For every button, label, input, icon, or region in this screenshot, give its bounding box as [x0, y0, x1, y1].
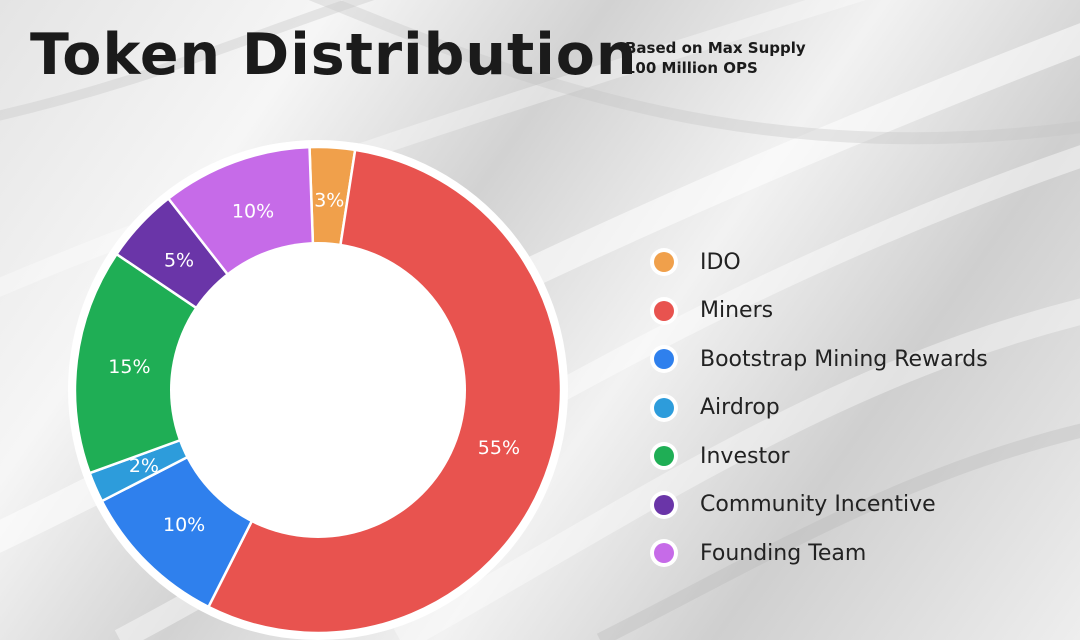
legend-color-dot: [654, 397, 674, 418]
legend-swatch: [650, 248, 678, 277]
legend-color-dot: [654, 300, 674, 321]
legend-item-community-incentive[interactable]: Community Incentive: [650, 481, 988, 530]
legend: IDO Miners Bootstrap Mining Rewards Airdrop…: [650, 238, 988, 578]
legend-label: Bootstrap Mining Rewards: [700, 346, 988, 372]
slice-label-miners: 55%: [478, 437, 520, 459]
page-title: Token Distribution: [30, 22, 638, 88]
legend-label: Founding Team: [700, 540, 867, 566]
legend-label: Investor: [700, 443, 790, 469]
legend-label: Airdrop: [700, 395, 780, 421]
slice-label-ido: 3%: [314, 189, 344, 211]
legend-label: Miners: [700, 298, 774, 324]
legend-swatch: [650, 345, 678, 374]
legend-swatch: [650, 296, 678, 325]
legend-swatch: [650, 490, 678, 519]
legend-color-dot: [654, 446, 674, 467]
subtitle: Based on Max Supply 100 Million OPS: [625, 38, 806, 78]
slice-label-founding-team: 10%: [232, 200, 274, 222]
legend-item-investor[interactable]: Investor: [650, 432, 988, 481]
legend-color-dot: [654, 349, 674, 370]
legend-color-dot: [654, 252, 674, 273]
legend-label: IDO: [700, 249, 741, 275]
slice-label-airdrop: 2%: [129, 455, 159, 477]
legend-item-bootstrap-mining-rewards[interactable]: Bootstrap Mining Rewards: [650, 335, 988, 384]
legend-swatch: [650, 393, 678, 422]
legend-swatch: [650, 442, 678, 471]
slice-label-investor: 15%: [108, 356, 150, 378]
legend-item-airdrop[interactable]: Airdrop: [650, 384, 988, 433]
legend-label: Community Incentive: [700, 492, 936, 518]
legend-item-miners[interactable]: Miners: [650, 287, 988, 336]
donut-hole: [170, 242, 466, 538]
legend-color-dot: [654, 494, 674, 515]
slice-label-community-incentive: 5%: [164, 249, 194, 271]
subtitle-line-2: 100 Million OPS: [625, 59, 758, 77]
legend-item-ido[interactable]: IDO: [650, 238, 988, 287]
legend-color-dot: [654, 543, 674, 564]
slice-label-bootstrap-mining-rewards: 10%: [163, 514, 205, 536]
legend-swatch: [650, 539, 678, 568]
subtitle-line-1: Based on Max Supply: [625, 39, 806, 57]
legend-item-founding-team[interactable]: Founding Team: [650, 529, 988, 578]
